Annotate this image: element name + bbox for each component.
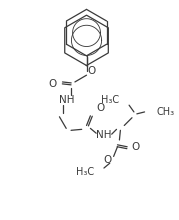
Text: CH₃: CH₃: [156, 107, 174, 117]
Text: H₃C: H₃C: [76, 167, 94, 177]
Text: NH: NH: [59, 95, 75, 105]
Text: O: O: [96, 103, 104, 113]
Text: O: O: [132, 142, 140, 152]
Text: O: O: [104, 155, 112, 165]
Text: O: O: [49, 79, 57, 89]
Text: NH: NH: [96, 130, 112, 140]
Text: H₃C: H₃C: [101, 95, 119, 105]
Text: O: O: [87, 66, 95, 76]
